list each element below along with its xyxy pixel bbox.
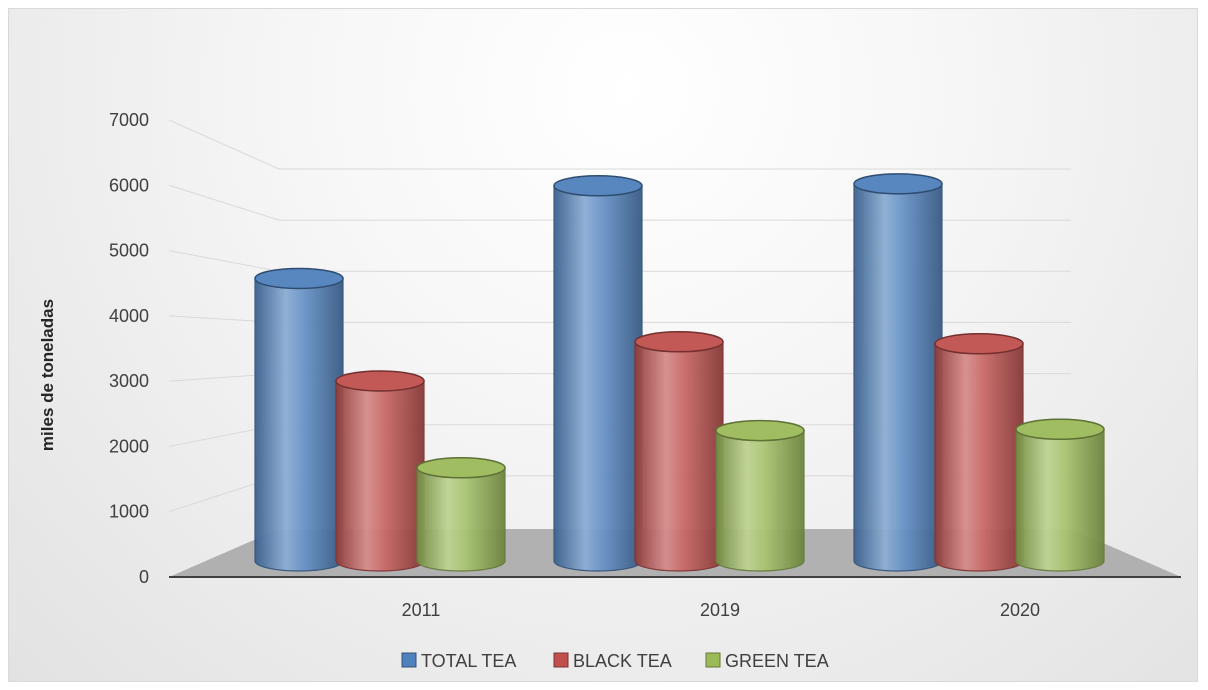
y-tick-label: 0: [139, 567, 149, 587]
bar-top-total-tea-2019: [553, 175, 643, 197]
bar-total-tea-2011: [254, 277, 344, 572]
bar-top-black-tea-2019: [634, 331, 724, 353]
x-tick-label: 2019: [700, 600, 740, 620]
x-axis: 2011 2019 2020: [402, 600, 1040, 620]
x-tick-label: 2020: [1000, 600, 1040, 620]
chart-area: 0 1000 2000 3000 4000 5000 6000 7000 2011 2019 20…: [8, 8, 1198, 682]
bars: [254, 173, 1105, 572]
legend-label: TOTAL TEA: [421, 651, 516, 671]
bar-top-green-tea-2019: [715, 419, 805, 442]
y-tick-label: 5000: [109, 241, 149, 261]
y-tick-label: 2000: [109, 436, 149, 456]
legend-label: GREEN TEA: [725, 651, 829, 671]
bar-top-black-tea-2020: [934, 333, 1024, 355]
y-tick-label: 4000: [109, 306, 149, 326]
gridline-diagonal: [168, 250, 280, 272]
legend-swatch-black-tea: [553, 652, 569, 668]
y-axis-title: miles de toneladas: [38, 299, 57, 451]
legend-swatch-green-tea: [705, 652, 721, 668]
bar-black-tea-2011: [335, 380, 425, 572]
bar-top-black-tea-2011: [335, 370, 425, 392]
bar-green-tea-2019: [715, 429, 805, 572]
y-tick-label: 6000: [109, 175, 149, 195]
y-tick-label: 3000: [109, 371, 149, 391]
bar-top-green-tea-2011: [416, 457, 506, 479]
legend-swatch-total-tea: [401, 652, 417, 668]
x-tick-label: 2011: [402, 600, 441, 620]
y-tick-label: 1000: [109, 502, 149, 522]
y-axis: 0 1000 2000 3000 4000 5000 6000 7000: [109, 110, 149, 587]
bar-top-total-tea-2011: [254, 267, 344, 290]
legend-label: BLACK TEA: [573, 651, 672, 671]
bar-black-tea-2020: [934, 343, 1024, 572]
bar-total-tea-2020: [853, 183, 943, 572]
bar-green-tea-2011: [416, 467, 506, 572]
bar-green-tea-2020: [1015, 428, 1105, 572]
bar-top-total-tea-2020: [853, 173, 943, 195]
bar-black-tea-2019: [634, 341, 724, 572]
gridline-diagonal: [168, 119, 280, 170]
legend: TOTAL TEA BLACK TEA GREEN TEA: [401, 651, 829, 671]
bar-total-tea-2019: [553, 185, 643, 572]
gridline-diagonal: [168, 184, 280, 221]
bar-top-green-tea-2020: [1015, 418, 1105, 441]
y-tick-label: 7000: [109, 110, 149, 130]
